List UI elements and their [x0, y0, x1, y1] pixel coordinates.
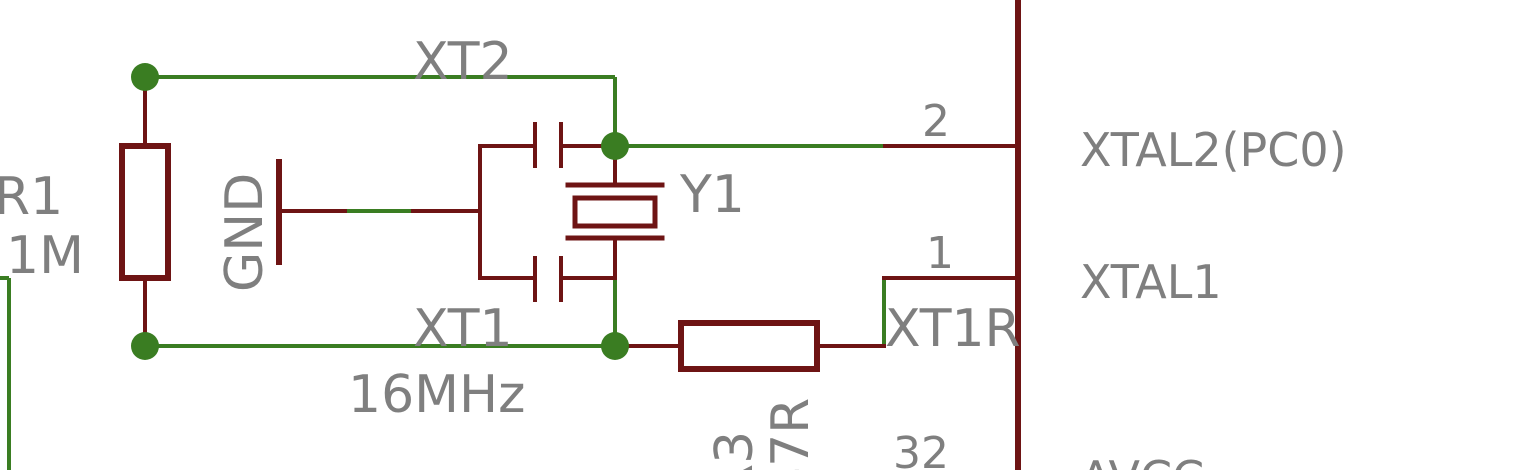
r3-body [678, 320, 820, 372]
r1-name-label: R1 [0, 167, 63, 227]
mcu-pins [882, 144, 1020, 280]
ground-symbol [276, 159, 482, 265]
crystal-case-pins [478, 122, 617, 302]
r1-value-label: 1M [6, 226, 84, 286]
pin2-name-label: XTAL2(PC0) [1080, 123, 1347, 177]
y1-quartz [572, 195, 658, 229]
labels: R1 1M GND XT2 XT1 Y1 16MHz XT1R R3 47R 2… [0, 32, 1347, 470]
pin2-number-label: 2 [922, 96, 950, 147]
r3-value-label: 47R [761, 398, 821, 470]
pin32-number-label: 32 [893, 428, 949, 470]
junction-r1-top [131, 63, 159, 91]
xt2-net-label: XT2 [413, 32, 513, 92]
junction-y1-bottom [601, 332, 629, 360]
xt1r-net-label: XT1R [885, 299, 1021, 359]
pin1-number-label: 1 [926, 228, 954, 279]
gnd-label: GND [215, 173, 275, 292]
resistor-r1 [119, 75, 171, 348]
junction-r1-bottom [131, 332, 159, 360]
r3-name-label: R3 [705, 431, 765, 470]
junction-y1-top [601, 132, 629, 160]
pin1-name-label: XTAL1 [1080, 255, 1222, 309]
pin32-name-label: AVCC [1080, 451, 1204, 470]
y1-name-label: Y1 [679, 165, 745, 225]
crystal-y1 [565, 144, 665, 280]
resistor-r3 [613, 320, 886, 372]
r1-body [119, 143, 171, 281]
wires [0, 75, 886, 470]
y1-value-label: 16MHz [348, 365, 525, 425]
junctions [131, 63, 629, 360]
xt1-net-label: XT1 [413, 299, 513, 359]
